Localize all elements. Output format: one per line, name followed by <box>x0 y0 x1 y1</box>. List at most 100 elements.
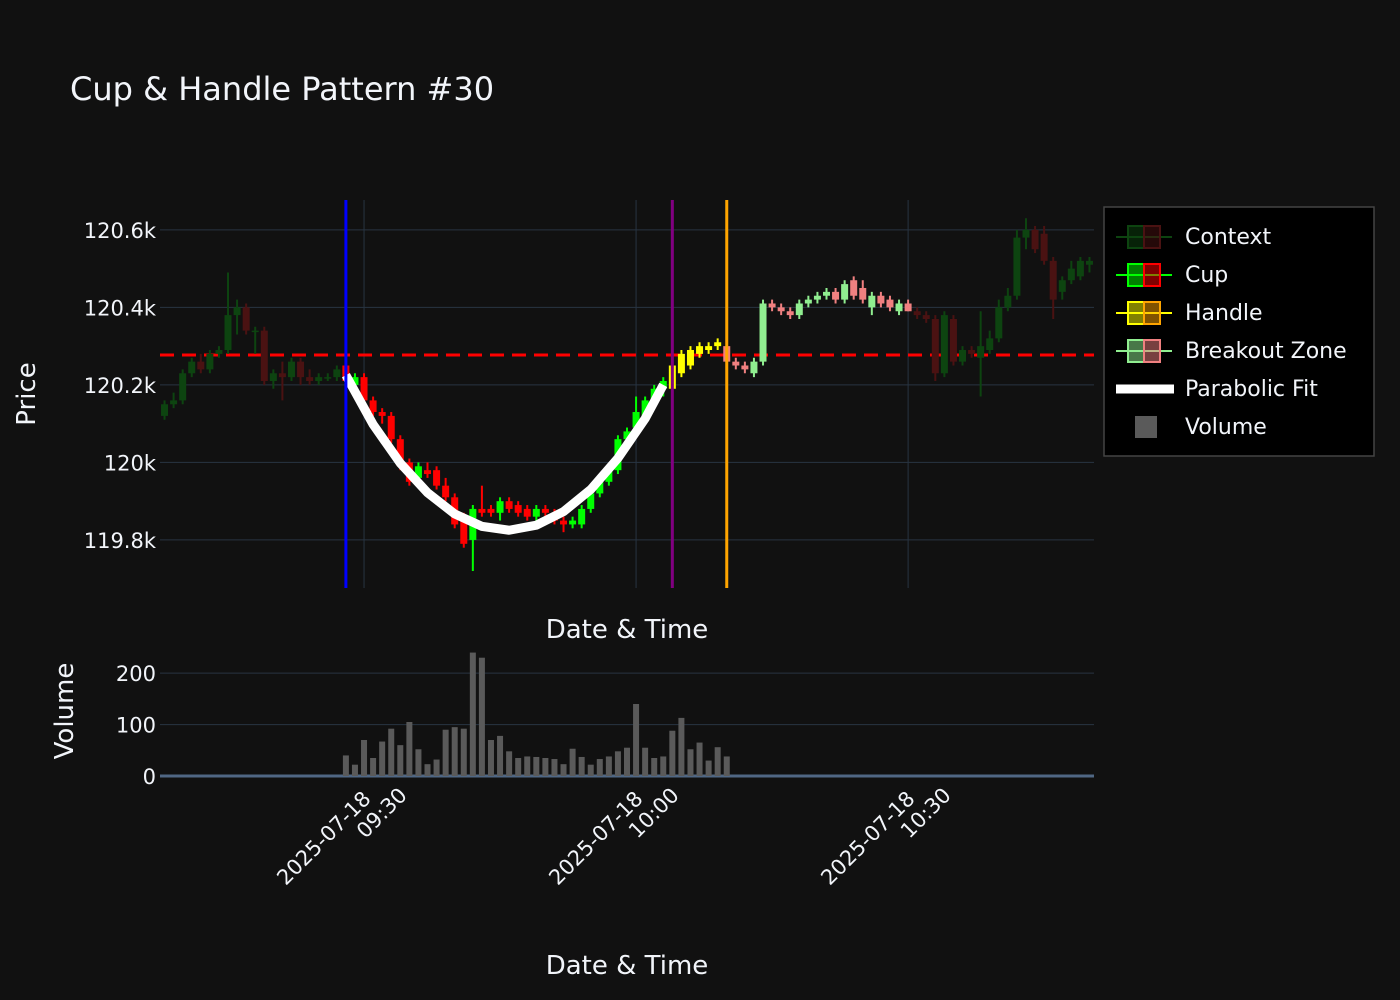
legend-label: Volume <box>1185 415 1267 440</box>
candle-body <box>841 284 849 300</box>
candle-body <box>795 303 803 316</box>
y-tick-label: 120k <box>104 451 157 475</box>
candle-body <box>596 481 604 494</box>
volume-bar <box>497 735 504 776</box>
volume-bar <box>442 729 449 776</box>
candle-body <box>333 369 341 378</box>
candle-body <box>487 508 495 513</box>
candle-body <box>260 330 268 382</box>
volume-bar <box>478 657 485 776</box>
candle-body <box>188 361 196 374</box>
volume-bar <box>424 764 431 776</box>
y-axis-title: Price <box>12 362 42 425</box>
candle-body <box>278 373 286 378</box>
candle-body <box>414 466 422 478</box>
volume-bar <box>587 764 594 776</box>
legend-symbol <box>1143 301 1161 325</box>
candle-body <box>813 295 821 300</box>
candle-body <box>641 400 649 416</box>
candle-body <box>949 318 957 362</box>
volume-bar <box>342 755 349 776</box>
candle-body <box>677 353 685 374</box>
legend-label: Parabolic Fit <box>1185 377 1318 402</box>
candle-body <box>759 303 767 362</box>
candle-body <box>161 404 169 416</box>
candle-body <box>1022 229 1030 238</box>
legend-symbol <box>1127 225 1145 249</box>
legend-symbol <box>1127 301 1145 325</box>
volume-bar <box>669 730 676 776</box>
candle-body <box>714 342 722 347</box>
legend-item: Parabolic Fit <box>1116 377 1318 402</box>
candle-body <box>732 361 740 366</box>
candle-body <box>179 373 187 401</box>
volume-bar <box>451 727 458 776</box>
candle-body <box>623 431 631 440</box>
candle-body <box>786 311 794 316</box>
volume-bar <box>379 741 386 776</box>
volume-bar <box>370 758 377 776</box>
candle-body <box>560 520 568 525</box>
candle-body <box>968 350 976 354</box>
candle-body <box>532 508 540 517</box>
candle-body <box>922 315 930 319</box>
volume-bar <box>406 722 413 776</box>
y-tick-label: 100 <box>116 714 156 738</box>
volume-bar <box>388 728 395 776</box>
candle-body <box>913 311 921 316</box>
candle-body <box>686 350 694 366</box>
legend-label: Handle <box>1185 301 1263 326</box>
candle-body <box>959 350 967 362</box>
volume-bar <box>351 764 358 776</box>
volume-bar <box>678 717 685 776</box>
candle-body <box>632 412 640 428</box>
candle-body <box>1004 295 1012 308</box>
candle-body <box>1085 260 1093 265</box>
candle-body <box>877 295 885 304</box>
candle-body <box>850 280 858 296</box>
candle-body <box>605 470 613 482</box>
candle-body <box>197 361 205 370</box>
candle-body <box>569 520 577 525</box>
legend-label: Cup <box>1185 263 1228 288</box>
candle-body <box>215 350 223 354</box>
candle-body <box>269 373 277 382</box>
candle-body <box>396 439 404 467</box>
candle-body <box>750 361 758 374</box>
volume-bar <box>524 756 531 776</box>
candle-body <box>460 516 468 544</box>
candle-body <box>895 303 903 312</box>
volume-bar <box>515 758 522 776</box>
legend-symbol <box>1143 263 1161 287</box>
volume-bar <box>624 747 630 776</box>
candle-body <box>170 400 178 405</box>
legend-symbol <box>1143 225 1161 249</box>
volume-bar <box>633 704 640 776</box>
y-tick-label: 200 <box>116 662 156 686</box>
candle-body <box>541 508 549 513</box>
candle-body <box>297 361 305 378</box>
candle-body <box>995 307 1003 339</box>
legend-item: Cup <box>1116 263 1228 288</box>
candle-body <box>931 318 939 374</box>
candle-body <box>505 501 513 509</box>
candle-body <box>696 346 704 354</box>
y-tick-label: 120.4k <box>84 296 157 320</box>
volume-bar <box>433 759 440 776</box>
candle-body <box>705 346 713 351</box>
legend-symbol <box>1127 263 1145 287</box>
candle-body <box>369 400 377 413</box>
candle-body <box>442 485 450 498</box>
volume-bar <box>469 652 476 776</box>
legend-symbol <box>1135 416 1157 438</box>
candle-body <box>233 307 241 316</box>
volume-bar <box>642 747 649 776</box>
candle-body <box>478 508 486 513</box>
y-tick-label: 119.8k <box>84 529 157 553</box>
candle-body <box>1076 260 1084 277</box>
candle-body <box>768 303 776 308</box>
candle-body <box>324 377 332 379</box>
candle-body <box>859 287 867 300</box>
volume-bar <box>660 756 667 776</box>
